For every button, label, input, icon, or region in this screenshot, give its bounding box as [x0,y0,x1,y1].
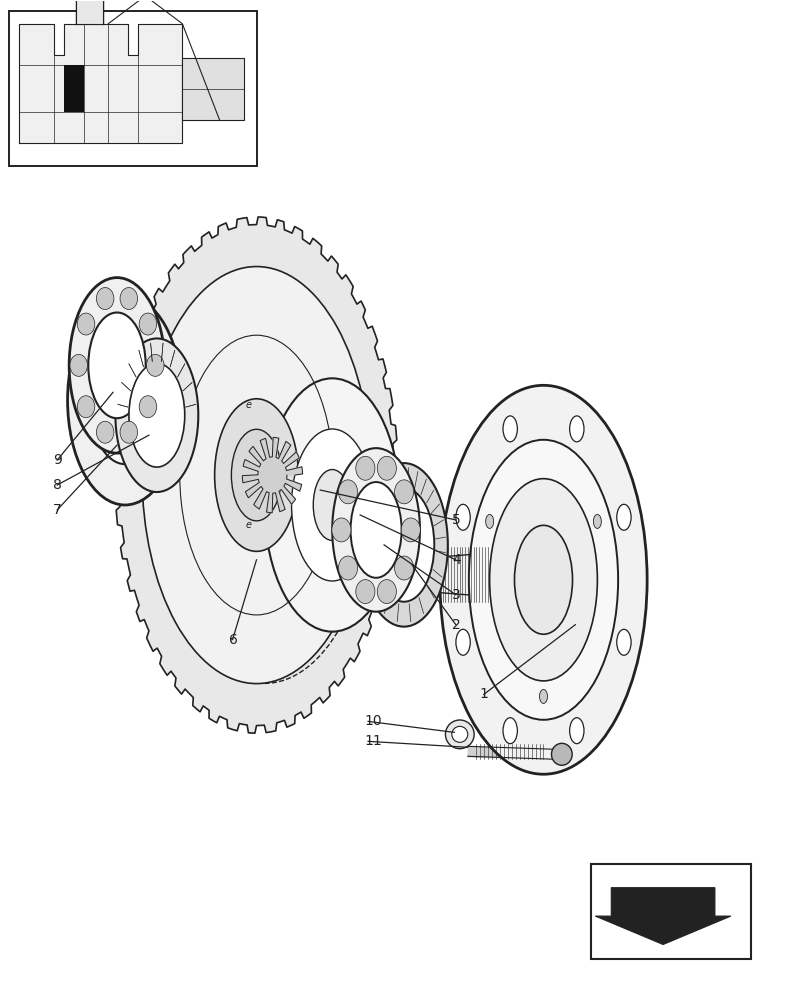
Text: e: e [246,520,251,530]
Text: 2: 2 [452,618,461,632]
Ellipse shape [503,416,518,442]
Ellipse shape [332,518,351,542]
Ellipse shape [503,718,518,744]
Ellipse shape [338,556,358,580]
Ellipse shape [446,720,474,749]
Text: 8: 8 [54,478,62,492]
Ellipse shape [96,421,114,443]
Ellipse shape [617,504,631,530]
Ellipse shape [314,470,351,540]
Ellipse shape [394,556,414,580]
Ellipse shape [332,448,420,612]
Ellipse shape [146,354,164,376]
Ellipse shape [374,488,434,602]
Ellipse shape [88,313,146,418]
Ellipse shape [378,580,396,604]
Ellipse shape [115,338,198,492]
Ellipse shape [378,456,396,480]
Ellipse shape [142,267,371,684]
Ellipse shape [456,629,470,655]
Ellipse shape [570,718,584,744]
Polygon shape [242,437,302,513]
Ellipse shape [139,396,157,418]
Ellipse shape [120,421,138,443]
Ellipse shape [401,518,420,542]
Polygon shape [595,888,731,945]
Ellipse shape [539,689,547,703]
Ellipse shape [356,456,375,480]
Text: 5: 5 [452,513,461,527]
Ellipse shape [120,288,138,309]
Text: 9: 9 [54,453,62,467]
Polygon shape [19,24,182,143]
FancyBboxPatch shape [64,65,83,112]
Ellipse shape [265,378,400,632]
Ellipse shape [129,363,185,467]
Text: 4: 4 [452,553,461,567]
Ellipse shape [551,743,572,765]
Ellipse shape [214,399,298,551]
Ellipse shape [360,463,448,627]
Ellipse shape [452,726,468,742]
Ellipse shape [617,629,631,655]
FancyBboxPatch shape [591,864,750,959]
Ellipse shape [456,504,470,530]
Ellipse shape [469,440,618,720]
Text: 10: 10 [364,714,382,728]
Ellipse shape [486,514,494,528]
Text: 1: 1 [480,687,489,701]
Text: 11: 11 [364,734,382,748]
Ellipse shape [69,278,165,453]
FancyBboxPatch shape [182,58,244,120]
Ellipse shape [350,482,402,578]
Ellipse shape [394,480,414,504]
Ellipse shape [490,479,598,681]
Text: e: e [246,400,251,410]
Ellipse shape [70,354,87,376]
FancyBboxPatch shape [76,0,103,24]
Ellipse shape [514,525,573,634]
Ellipse shape [291,429,373,581]
Ellipse shape [78,313,94,335]
Ellipse shape [356,580,375,604]
Ellipse shape [594,514,602,528]
Ellipse shape [231,429,282,521]
Text: 3: 3 [452,588,461,602]
Text: 6: 6 [229,633,238,647]
Ellipse shape [570,416,584,442]
Ellipse shape [139,313,157,335]
Polygon shape [436,553,492,597]
Ellipse shape [96,288,114,309]
Ellipse shape [90,336,160,464]
Ellipse shape [440,385,647,774]
Text: 7: 7 [54,503,62,517]
FancyBboxPatch shape [10,11,257,166]
Polygon shape [115,217,398,733]
Ellipse shape [67,296,182,505]
Ellipse shape [78,396,94,418]
Ellipse shape [338,480,358,504]
